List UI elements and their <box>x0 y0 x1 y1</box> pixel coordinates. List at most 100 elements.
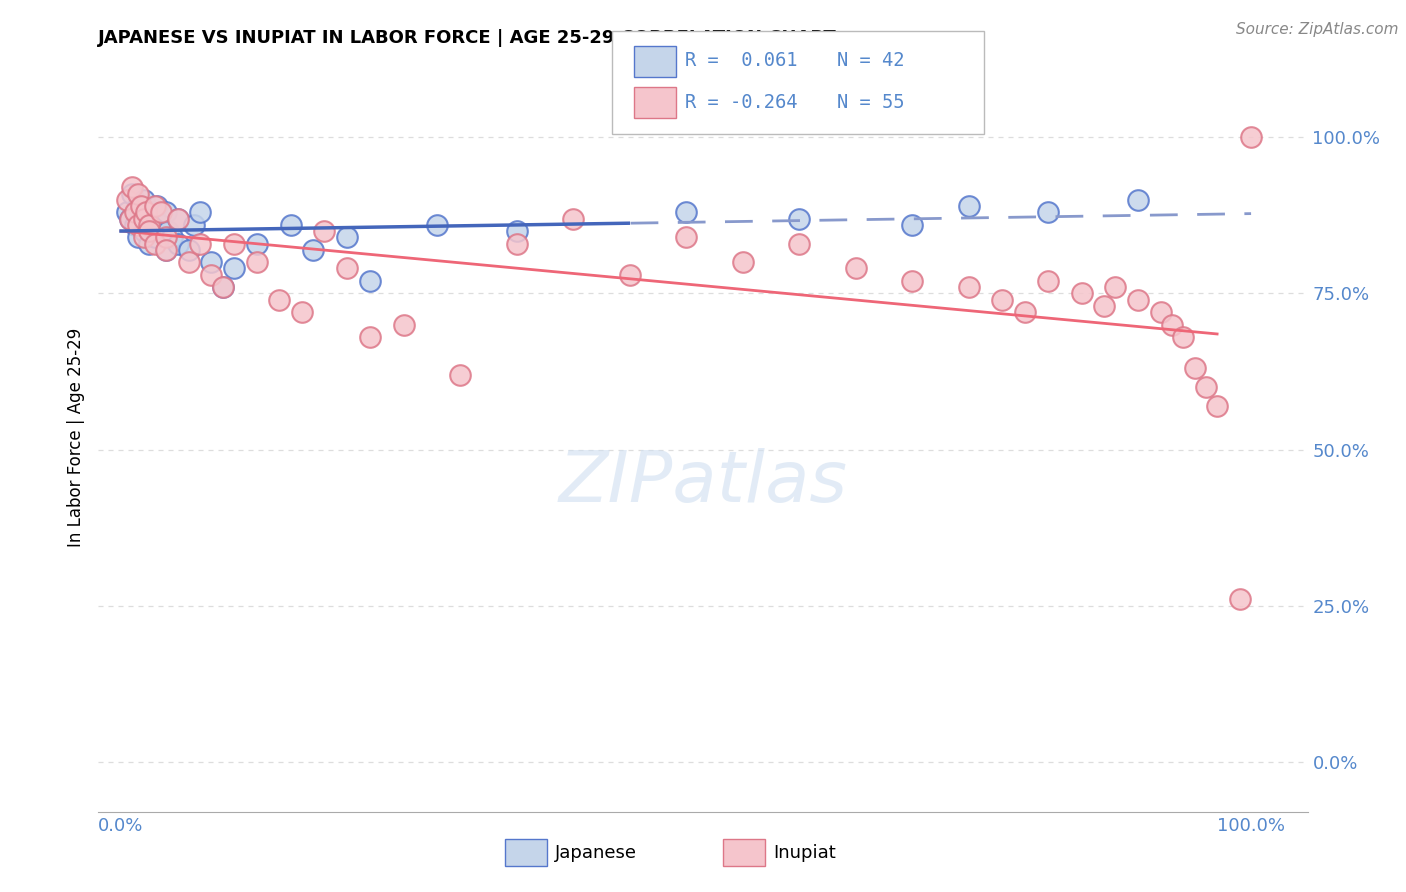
Point <box>143 230 166 244</box>
Point <box>1150 305 1173 319</box>
Text: R = -0.264: R = -0.264 <box>685 93 797 112</box>
Point <box>336 261 359 276</box>
Point <box>155 205 177 219</box>
Point <box>143 236 166 251</box>
Point <box>222 261 245 276</box>
Text: Source: ZipAtlas.com: Source: ZipAtlas.com <box>1236 22 1399 37</box>
Point <box>1240 130 1263 145</box>
Point <box>200 255 222 269</box>
Point <box>131 205 153 219</box>
Point <box>1184 361 1206 376</box>
Point <box>246 255 269 269</box>
Point <box>1104 280 1126 294</box>
Text: ZIPatlas: ZIPatlas <box>558 448 848 516</box>
Text: JAPANESE VS INUPIAT IN LABOR FORCE | AGE 25-29 CORRELATION CHART: JAPANESE VS INUPIAT IN LABOR FORCE | AGE… <box>98 29 837 47</box>
Point <box>562 211 585 226</box>
Point <box>121 180 143 194</box>
Point <box>314 224 336 238</box>
Point <box>1229 592 1251 607</box>
Point <box>131 199 153 213</box>
Point <box>177 243 200 257</box>
Point <box>505 224 527 238</box>
Point <box>1161 318 1184 332</box>
Point <box>200 268 222 282</box>
Y-axis label: In Labor Force | Age 25-29: In Labor Force | Age 25-29 <box>67 327 86 547</box>
Point <box>132 193 155 207</box>
Point <box>1195 380 1218 394</box>
Point <box>157 224 180 238</box>
Point <box>211 280 233 294</box>
Point <box>1036 274 1059 288</box>
Point <box>183 218 205 232</box>
Point <box>115 205 138 219</box>
Point <box>426 218 449 232</box>
Point <box>132 224 155 238</box>
Point <box>135 211 157 226</box>
Point <box>1036 205 1059 219</box>
Point <box>146 199 169 213</box>
Point <box>675 230 697 244</box>
Point <box>132 211 155 226</box>
Point <box>142 205 165 219</box>
Point <box>143 199 166 213</box>
Point <box>127 230 149 244</box>
Text: R =  0.061: R = 0.061 <box>685 52 797 70</box>
Point <box>155 243 177 257</box>
Point <box>302 243 325 257</box>
Point <box>991 293 1014 307</box>
Point <box>160 230 183 244</box>
Point <box>901 274 924 288</box>
Point <box>901 218 924 232</box>
Point <box>135 205 157 219</box>
Point <box>155 230 177 244</box>
Point <box>787 211 810 226</box>
Point <box>188 205 211 219</box>
Point <box>138 236 160 251</box>
Point <box>138 224 160 238</box>
Point <box>449 368 471 382</box>
Point <box>359 330 381 344</box>
Point <box>787 236 810 251</box>
Point <box>1126 293 1149 307</box>
Point <box>120 211 142 226</box>
Point <box>1126 193 1149 207</box>
Point <box>132 230 155 244</box>
Point <box>336 230 359 244</box>
Point <box>957 280 980 294</box>
Point <box>1092 299 1115 313</box>
Point <box>138 218 160 232</box>
Point <box>675 205 697 219</box>
Point <box>143 211 166 226</box>
Point <box>166 236 188 251</box>
Point <box>619 268 641 282</box>
Text: N = 55: N = 55 <box>837 93 904 112</box>
Point <box>149 218 172 232</box>
Point <box>392 318 415 332</box>
Point <box>1173 330 1195 344</box>
Point <box>359 274 381 288</box>
Text: Japanese: Japanese <box>555 844 637 862</box>
Point <box>124 218 146 232</box>
Point <box>138 218 160 232</box>
Point <box>127 218 149 232</box>
Point <box>845 261 868 276</box>
Point <box>1206 399 1229 413</box>
Point <box>957 199 980 213</box>
Text: Inupiat: Inupiat <box>773 844 837 862</box>
Point <box>246 236 269 251</box>
Point <box>505 236 527 251</box>
Point <box>121 186 143 201</box>
Point <box>127 199 149 213</box>
Point <box>211 280 233 294</box>
Point <box>124 205 146 219</box>
Point <box>731 255 754 269</box>
Point <box>280 218 302 232</box>
Point <box>155 243 177 257</box>
Point <box>269 293 291 307</box>
Point <box>222 236 245 251</box>
Point <box>127 186 149 201</box>
Text: N = 42: N = 42 <box>837 52 904 70</box>
Point <box>1014 305 1036 319</box>
Point <box>149 205 172 219</box>
Point <box>115 193 138 207</box>
